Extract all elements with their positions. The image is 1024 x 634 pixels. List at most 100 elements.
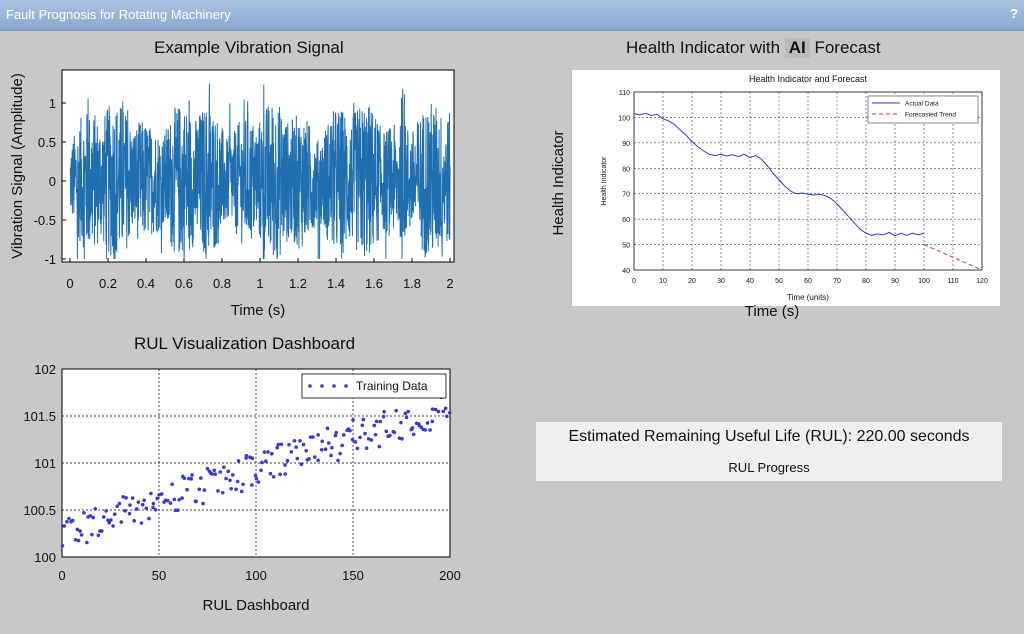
rul-progress-label: RUL Progress [728, 460, 810, 475]
rul-legend-swatch [308, 384, 312, 388]
rul-scatter-point [115, 504, 120, 509]
ai-badge: AI [784, 38, 810, 58]
health-y-tick-label: 80 [622, 166, 630, 173]
rul-x-tick-label: 100 [245, 568, 267, 583]
rul-scatter-point [369, 438, 374, 442]
rul-y-tick-label: 100.5 [23, 503, 56, 518]
rul-scatter-point [351, 418, 355, 422]
rul-scatter-point [423, 428, 428, 432]
rul-scatter-point [235, 479, 240, 484]
health-outer-y-label: Health Indicator [550, 130, 567, 235]
rul-y-tick-label: 101 [34, 456, 56, 471]
vibration-x-tick-label: 1.2 [289, 276, 307, 291]
rul-scatter-point [104, 509, 108, 513]
rul-scatter-point [101, 515, 106, 519]
rul-scatter-point [88, 514, 93, 518]
rul-estimate-text: Estimated Remaining Useful Life (RUL): 2… [568, 428, 970, 445]
rul-x-tick-label: 200 [439, 568, 461, 583]
rul-scatter-point [76, 538, 81, 543]
rul-x-tick-label: 50 [152, 568, 166, 583]
rul-scatter-point [388, 433, 392, 438]
rul-scatter-point [190, 473, 194, 477]
rul-scatter-point [201, 501, 205, 506]
rul-scatter-point [372, 423, 377, 428]
health-legend [867, 95, 979, 124]
rul-scatter-point [250, 456, 255, 461]
vibration-y-tick-label: 0 [49, 174, 56, 189]
rul-scatter-point [132, 518, 136, 523]
rul-scatter-point [136, 500, 141, 504]
rul-scatter-point [366, 437, 371, 441]
rul-scatter-point [107, 520, 111, 525]
rul-y-tick-label: 100 [34, 550, 56, 565]
rul-scatter-point [124, 496, 128, 500]
rul-scatter-point [177, 497, 181, 502]
health-actual-line [633, 112, 925, 237]
health-legend-label: Actual Data [905, 101, 939, 108]
vibration-x-axis-label: Time (s) [231, 302, 285, 319]
rul-scatter-point [91, 515, 95, 520]
rul-scatter-point [222, 465, 226, 469]
rul-scatter-point [254, 476, 259, 481]
rul-scatter-point [358, 435, 362, 440]
rul-scatter-point [85, 540, 89, 545]
rul-scatter-point [329, 453, 333, 458]
rul-scatter-point [436, 409, 441, 414]
health-x-tick-label: 20 [688, 278, 696, 285]
help-button[interactable]: ? [1010, 6, 1018, 21]
rul-scatter-point [313, 455, 317, 459]
health-x-tick-label: 0 [632, 278, 636, 285]
rul-scatter-point [323, 447, 328, 452]
health-x-tick-label: 50 [775, 278, 783, 285]
rul-scatter-point [330, 445, 334, 450]
rul-scatter-point [234, 487, 238, 492]
health-y-tick-label: 70 [622, 192, 630, 199]
vibration-x-tick-label: 1.8 [403, 276, 421, 291]
rul-scatter-point [140, 502, 145, 507]
health-x-tick-label: 100 [918, 278, 930, 285]
rul-scatter-point [275, 445, 279, 450]
vibration-x-tick-label: 2 [446, 276, 453, 291]
rul-scatter-point [142, 498, 146, 503]
rul-scatter-point [175, 508, 180, 512]
rul-scatter-point [250, 483, 254, 487]
rul-scatter-point [285, 458, 290, 463]
rul-scatter-point [216, 489, 220, 493]
rul-scatter-point [230, 473, 235, 477]
vibration-panel-title: Example Vibration Signal [154, 38, 344, 57]
rul-scatter-point [360, 423, 365, 428]
vibration-x-tick-label: 0.8 [213, 276, 231, 291]
rul-scatter-point [112, 512, 117, 516]
rul-scatter-point [159, 492, 164, 496]
rul-scatter-point [382, 409, 386, 414]
rul-scatter-point [153, 507, 158, 512]
rul-scatter-point [134, 507, 139, 511]
health-y-tick-label: 60 [622, 217, 630, 224]
rul-panel-title: RUL Visualization Dashboard [134, 334, 356, 353]
rul-scatter-point [394, 408, 398, 413]
rul-scatter-point [384, 429, 389, 434]
vibration-x-tick-label: 0.2 [99, 276, 117, 291]
rul-scatter-point [218, 470, 223, 474]
rul-scatter-point [311, 435, 315, 439]
rul-scatter-point [236, 459, 241, 463]
rul-scatter-point [70, 518, 75, 523]
health-y-tick-label: 90 [622, 141, 630, 148]
rul-scatter-point [67, 516, 71, 521]
health-x-tick-label: 60 [804, 278, 812, 285]
rul-scatter-point [298, 439, 302, 443]
rul-scatter-point [403, 411, 408, 416]
rul-scatter-point [123, 509, 127, 513]
rul-scatter-point [266, 450, 270, 454]
vibration-x-tick-label: 0.6 [175, 276, 193, 291]
rul-scatter-point [259, 468, 263, 473]
rul-x-tick-label: 0 [58, 568, 65, 583]
rul-scatter-point [374, 419, 379, 424]
rul-scatter-point [149, 491, 153, 496]
rul-scatter-point [180, 496, 184, 500]
rul-scatter-point [147, 516, 151, 521]
rul-scatter-point [60, 543, 65, 548]
health-forecast-line [923, 244, 983, 271]
rul-scatter-point [93, 507, 98, 511]
vibration-x-tick-label: 1.6 [365, 276, 383, 291]
